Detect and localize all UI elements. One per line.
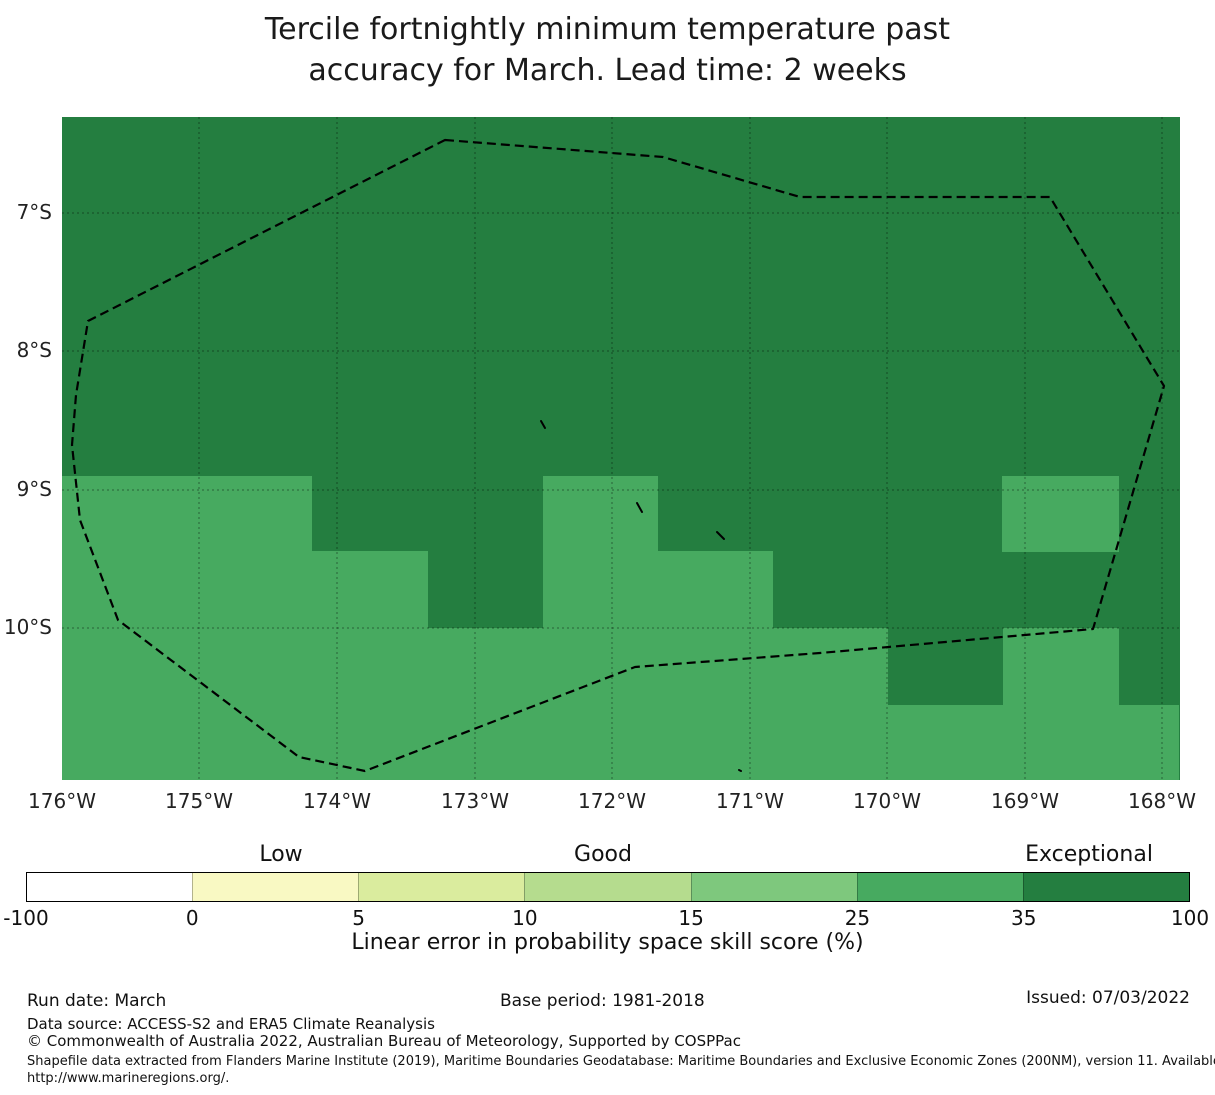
longitude-tick-label: 170°W bbox=[853, 789, 921, 813]
longitude-tick-label: 172°W bbox=[578, 789, 646, 813]
latitude-tick-label: 9°S bbox=[16, 477, 52, 501]
map-mid-skill-cell bbox=[1003, 628, 1119, 705]
colorbar-axis-label: Linear error in probability space skill … bbox=[351, 930, 864, 955]
island-mark bbox=[738, 769, 742, 772]
colorbar-tick-label: 5 bbox=[352, 906, 365, 930]
island-mark bbox=[716, 531, 725, 540]
colorbar-segment bbox=[192, 873, 359, 901]
longitude-tick-label: 174°W bbox=[303, 789, 371, 813]
island-mark bbox=[636, 502, 643, 513]
chart-title-line2: accuracy for March. Lead time: 2 weeks bbox=[308, 53, 907, 88]
colorbar-segment bbox=[524, 873, 691, 901]
colorbar-segment bbox=[1022, 873, 1189, 901]
map-mid-skill-cell bbox=[1002, 476, 1119, 552]
colorbar-segment bbox=[27, 873, 193, 901]
map-mid-skill-cell bbox=[62, 476, 312, 551]
copyright-text: © Commonwealth of Australia 2022, Austra… bbox=[27, 1032, 741, 1050]
map-mid-skill-cell bbox=[543, 551, 773, 628]
chart-title-line1: Tercile fortnightly minimum temperature … bbox=[264, 12, 951, 47]
shapefile-attribution-line2: http://www.marineregions.org/. bbox=[27, 1071, 230, 1086]
colorbar-tick-label: 10 bbox=[512, 906, 538, 930]
longitude-tick-label: 169°W bbox=[991, 789, 1059, 813]
colorbar-segment bbox=[856, 873, 1023, 901]
colorbar bbox=[26, 872, 1190, 902]
colorbar-category-label: Low bbox=[259, 842, 303, 867]
latitude-tick-label: 8°S bbox=[16, 338, 52, 362]
base-period-text: Base period: 1981-2018 bbox=[500, 991, 705, 1011]
longitude-tick-label: 175°W bbox=[165, 789, 233, 813]
colorbar-category-label: Good bbox=[574, 842, 632, 867]
longitude-tick-label: 171°W bbox=[716, 789, 784, 813]
colorbar-tick-label: 0 bbox=[185, 906, 199, 930]
longitude-tick-label: 176°W bbox=[28, 789, 96, 813]
data-source-text: Data source: ACCESS-S2 and ERA5 Climate … bbox=[27, 1015, 435, 1033]
map-mid-skill-cell bbox=[543, 476, 658, 551]
latitude-tick-label: 7°S bbox=[16, 200, 52, 224]
colorbar-segment bbox=[690, 873, 857, 901]
map-mid-skill-cell bbox=[62, 705, 1179, 780]
map-mid-skill-cell bbox=[62, 551, 428, 628]
latitude-tick-label: 10°S bbox=[3, 615, 52, 639]
longitude-tick-label: 173°W bbox=[441, 789, 509, 813]
island-mark bbox=[540, 420, 546, 429]
colorbar-tick-label: -100 bbox=[3, 906, 49, 930]
shapefile-attribution-line1: Shapefile data extracted from Flanders M… bbox=[27, 1054, 1215, 1069]
colorbar-category-label: Exceptional bbox=[1025, 842, 1153, 867]
colorbar-tick-label: 35 bbox=[1010, 906, 1037, 930]
map-mid-skill-cell bbox=[62, 628, 888, 705]
run-date-text: Run date: March bbox=[27, 991, 167, 1011]
longitude-tick-label: 168°W bbox=[1128, 789, 1196, 813]
colorbar-segment bbox=[358, 873, 525, 901]
colorbar-tick-label: 100 bbox=[1170, 906, 1210, 930]
colorbar-tick-label: 25 bbox=[844, 906, 871, 930]
colorbar-tick-label: 15 bbox=[678, 906, 704, 930]
issued-date-text: Issued: 07/03/2022 bbox=[1026, 988, 1190, 1008]
